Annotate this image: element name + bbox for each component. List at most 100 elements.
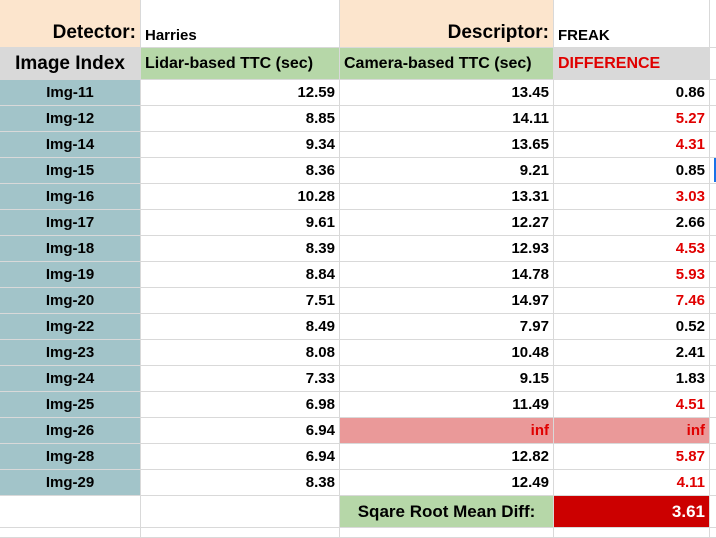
camera-ttc-cell[interactable]: 12.93	[340, 236, 554, 262]
image-index-cell[interactable]: Img-25	[0, 392, 141, 418]
difference-cell[interactable]: 0.85	[554, 158, 710, 184]
image-index-cell[interactable]: Img-18	[0, 236, 141, 262]
image-index-cell[interactable]: Img-26	[0, 418, 141, 444]
column-header-index[interactable]: Image Index	[0, 48, 141, 80]
spare-cell[interactable]	[710, 158, 716, 184]
difference-cell[interactable]: 4.11	[554, 470, 710, 496]
lidar-ttc-cell[interactable]: 8.84	[141, 262, 340, 288]
detector-value[interactable]: Harries	[141, 0, 340, 48]
image-index-cell[interactable]: Img-29	[0, 470, 141, 496]
image-index-cell[interactable]: Img-15	[0, 158, 141, 184]
lidar-ttc-cell[interactable]: 9.34	[141, 132, 340, 158]
difference-cell[interactable]: 4.51	[554, 392, 710, 418]
lidar-ttc-cell[interactable]: 8.49	[141, 314, 340, 340]
image-index-cell[interactable]: Img-28	[0, 444, 141, 470]
camera-ttc-cell[interactable]: 10.48	[340, 340, 554, 366]
lidar-ttc-cell[interactable]: 8.08	[141, 340, 340, 366]
spare-cell[interactable]	[710, 0, 716, 48]
lidar-ttc-cell[interactable]: 7.51	[141, 288, 340, 314]
empty-cell[interactable]	[141, 496, 340, 528]
image-index-cell[interactable]: Img-19	[0, 262, 141, 288]
camera-ttc-cell[interactable]: 9.21	[340, 158, 554, 184]
spare-cell[interactable]	[710, 470, 716, 496]
spare-cell[interactable]	[710, 210, 716, 236]
empty-cell[interactable]	[554, 528, 710, 538]
lidar-ttc-cell[interactable]: 6.94	[141, 444, 340, 470]
descriptor-label[interactable]: Descriptor:	[340, 0, 554, 48]
image-index-cell[interactable]: Img-14	[0, 132, 141, 158]
camera-ttc-cell[interactable]: 11.49	[340, 392, 554, 418]
difference-cell[interactable]: 0.86	[554, 80, 710, 106]
camera-ttc-cell[interactable]: 7.97	[340, 314, 554, 340]
image-index-cell[interactable]: Img-12	[0, 106, 141, 132]
lidar-ttc-cell[interactable]: 6.94	[141, 418, 340, 444]
summary-value[interactable]: 3.61	[554, 496, 710, 528]
detector-label[interactable]: Detector:	[0, 0, 141, 48]
spare-cell[interactable]	[710, 392, 716, 418]
camera-ttc-cell[interactable]: 12.82	[340, 444, 554, 470]
spare-cell[interactable]	[710, 132, 716, 158]
spare-cell[interactable]	[710, 236, 716, 262]
lidar-ttc-cell[interactable]: 12.59	[141, 80, 340, 106]
camera-ttc-cell[interactable]: 9.15	[340, 366, 554, 392]
summary-label[interactable]: Sqare Root Mean Diff:	[340, 496, 554, 528]
spare-cell[interactable]	[710, 80, 716, 106]
image-index-cell[interactable]: Img-22	[0, 314, 141, 340]
camera-ttc-cell[interactable]: 12.49	[340, 470, 554, 496]
difference-cell[interactable]: 1.83	[554, 366, 710, 392]
difference-cell[interactable]: 7.46	[554, 288, 710, 314]
camera-ttc-cell[interactable]: 13.45	[340, 80, 554, 106]
lidar-ttc-cell[interactable]: 8.85	[141, 106, 340, 132]
empty-cell[interactable]	[340, 528, 554, 538]
lidar-ttc-cell[interactable]: 8.36	[141, 158, 340, 184]
camera-ttc-cell[interactable]: 13.31	[340, 184, 554, 210]
camera-ttc-cell[interactable]: 14.78	[340, 262, 554, 288]
camera-ttc-cell[interactable]: 13.65	[340, 132, 554, 158]
difference-cell[interactable]: inf	[554, 418, 710, 444]
difference-cell[interactable]: 4.31	[554, 132, 710, 158]
column-header-camera[interactable]: Camera-based TTC (sec)	[340, 48, 554, 80]
spare-cell[interactable]	[710, 106, 716, 132]
camera-ttc-cell[interactable]: inf	[340, 418, 554, 444]
spare-cell[interactable]	[710, 418, 716, 444]
image-index-cell[interactable]: Img-24	[0, 366, 141, 392]
difference-cell[interactable]: 3.03	[554, 184, 710, 210]
empty-cell[interactable]	[0, 528, 141, 538]
difference-cell[interactable]: 2.41	[554, 340, 710, 366]
spare-cell[interactable]	[710, 496, 716, 528]
spare-cell[interactable]	[710, 184, 716, 210]
lidar-ttc-cell[interactable]: 7.33	[141, 366, 340, 392]
spare-cell[interactable]	[710, 288, 716, 314]
column-header-lidar[interactable]: Lidar-based TTC (sec)	[141, 48, 340, 80]
spare-cell[interactable]	[710, 262, 716, 288]
empty-cell[interactable]	[0, 496, 141, 528]
difference-cell[interactable]: 2.66	[554, 210, 710, 236]
spare-cell[interactable]	[710, 444, 716, 470]
difference-cell[interactable]: 5.27	[554, 106, 710, 132]
lidar-ttc-cell[interactable]: 8.39	[141, 236, 340, 262]
descriptor-value[interactable]: FREAK	[554, 0, 710, 48]
image-index-cell[interactable]: Img-23	[0, 340, 141, 366]
lidar-ttc-cell[interactable]: 9.61	[141, 210, 340, 236]
difference-cell[interactable]: 5.87	[554, 444, 710, 470]
difference-cell[interactable]: 0.52	[554, 314, 710, 340]
camera-ttc-cell[interactable]: 12.27	[340, 210, 554, 236]
column-header-difference[interactable]: DIFFERENCE	[554, 48, 710, 80]
spare-cell[interactable]	[710, 528, 716, 538]
image-index-cell[interactable]: Img-17	[0, 210, 141, 236]
spare-cell[interactable]	[710, 48, 716, 80]
lidar-ttc-cell[interactable]: 10.28	[141, 184, 340, 210]
image-index-cell[interactable]: Img-11	[0, 80, 141, 106]
spare-cell[interactable]	[710, 340, 716, 366]
lidar-ttc-cell[interactable]: 6.98	[141, 392, 340, 418]
spare-cell[interactable]	[710, 314, 716, 340]
empty-cell[interactable]	[141, 528, 340, 538]
difference-cell[interactable]: 4.53	[554, 236, 710, 262]
spare-cell[interactable]	[710, 366, 716, 392]
image-index-cell[interactable]: Img-20	[0, 288, 141, 314]
image-index-cell[interactable]: Img-16	[0, 184, 141, 210]
difference-cell[interactable]: 5.93	[554, 262, 710, 288]
camera-ttc-cell[interactable]: 14.11	[340, 106, 554, 132]
camera-ttc-cell[interactable]: 14.97	[340, 288, 554, 314]
lidar-ttc-cell[interactable]: 8.38	[141, 470, 340, 496]
